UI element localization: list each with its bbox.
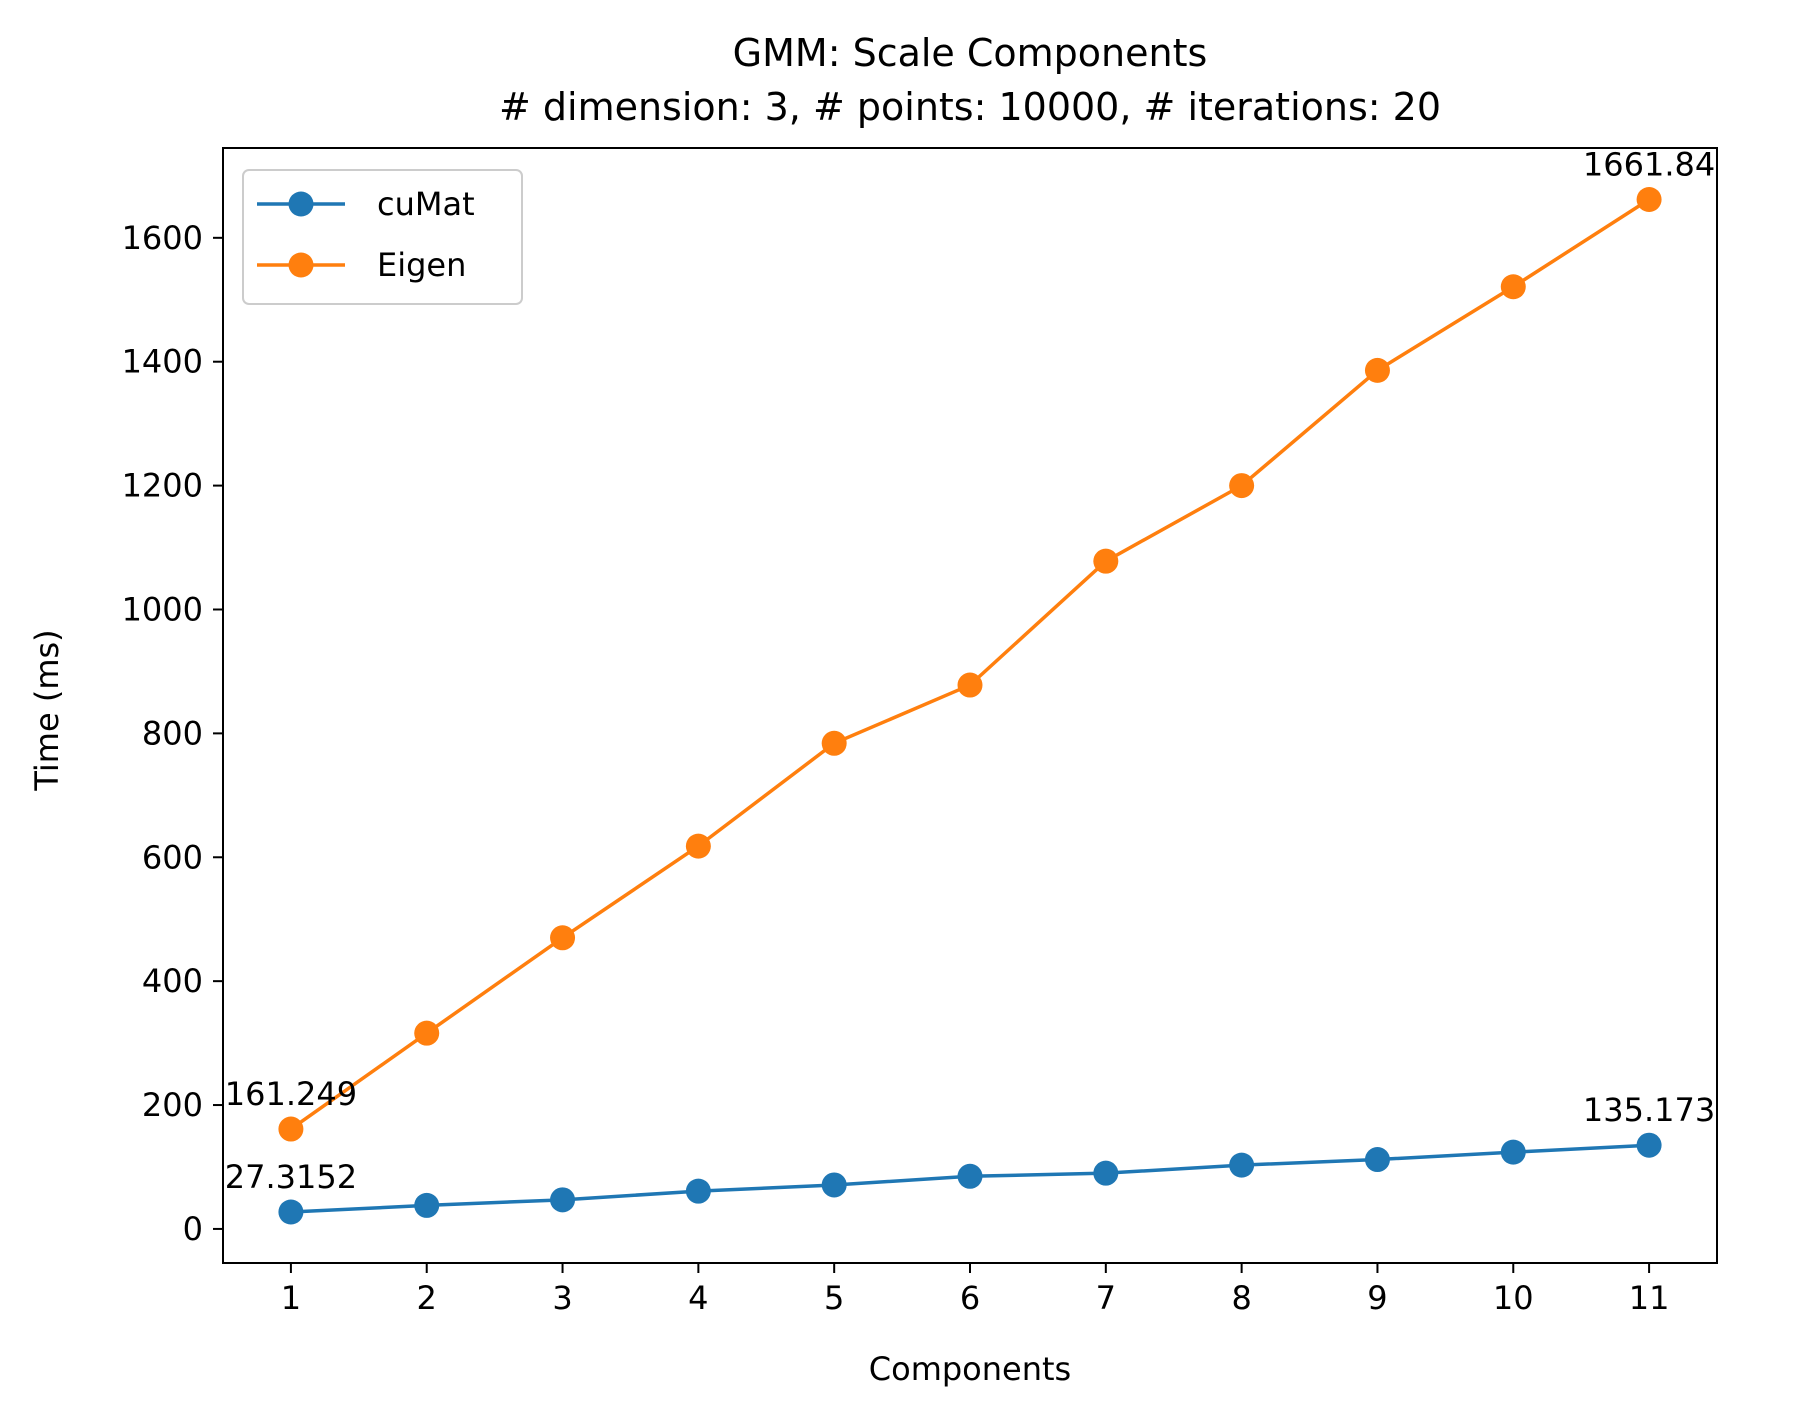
x-tick-label: 2 (417, 1279, 437, 1317)
data-point-eigen (685, 833, 711, 859)
data-point-cumat (1500, 1139, 1526, 1165)
x-tick-label: 8 (1231, 1279, 1251, 1317)
data-point-cumat (685, 1178, 711, 1204)
y-tick-label: 1000 (122, 590, 203, 628)
plot-frame (222, 147, 1718, 1264)
data-point-cumat (957, 1163, 983, 1189)
data-point-cumat (1229, 1152, 1255, 1178)
data-point-cumat (1364, 1147, 1390, 1173)
data-point-eigen (1229, 473, 1255, 499)
y-tick-label: 1600 (122, 219, 203, 257)
y-tick-label: 1200 (122, 467, 203, 505)
y-tick-label: 800 (142, 714, 203, 752)
data-point-eigen (1500, 274, 1526, 300)
legend: cuMat Eigen (242, 169, 523, 305)
legend-marker-eigen (288, 252, 314, 278)
x-axis-label: Components (869, 1350, 1071, 1388)
data-point-cumat (821, 1172, 847, 1198)
data-point-cumat (550, 1187, 576, 1213)
y-tick-label: 400 (142, 962, 203, 1000)
y-tick-label: 0 (183, 1210, 203, 1248)
x-tick-label: 7 (1096, 1279, 1116, 1317)
x-tick-label: 11 (1629, 1279, 1670, 1317)
x-tick-label: 4 (688, 1279, 708, 1317)
chart-subtitle: # dimension: 3, # points: 10000, # itera… (499, 85, 1441, 129)
data-label: 27.3152 (225, 1158, 357, 1196)
data-point-eigen (957, 672, 983, 698)
x-tick-label: 10 (1493, 1279, 1534, 1317)
x-tick-label: 9 (1367, 1279, 1387, 1317)
chart-title: GMM: Scale Components (733, 31, 1208, 75)
data-point-eigen (1364, 357, 1390, 383)
data-label: 135.173 (1583, 1091, 1715, 1129)
legend-label: cuMat (377, 185, 475, 223)
data-label: 1661.84 (1583, 146, 1715, 184)
series-line-eigen (289, 198, 1651, 1131)
legend-label: Eigen (377, 246, 466, 284)
x-tick-label: 5 (824, 1279, 844, 1317)
x-tick-label: 1 (281, 1279, 301, 1317)
y-tick-label: 600 (142, 838, 203, 876)
data-label: 161.249 (225, 1075, 357, 1113)
data-point-eigen (414, 1020, 440, 1046)
data-point-eigen (821, 730, 847, 756)
data-point-cumat (278, 1199, 304, 1225)
data-point-eigen (550, 925, 576, 951)
x-tick-label: 6 (960, 1279, 980, 1317)
data-point-cumat (1636, 1132, 1662, 1158)
data-point-cumat (414, 1192, 440, 1218)
data-point-eigen (278, 1116, 304, 1142)
data-point-cumat (1093, 1160, 1119, 1186)
data-point-eigen (1636, 187, 1662, 213)
y-axis-label: Time (ms) (28, 629, 66, 791)
x-tick-label: 3 (552, 1279, 572, 1317)
data-point-eigen (1093, 548, 1119, 574)
y-tick-label: 1400 (122, 343, 203, 381)
legend-marker-cumat (288, 191, 314, 217)
y-tick-label: 200 (142, 1086, 203, 1124)
